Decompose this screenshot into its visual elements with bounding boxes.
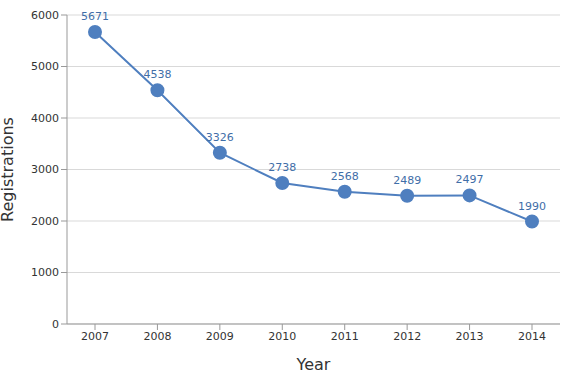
svg-text:0: 0 [52,318,59,331]
svg-text:3326: 3326 [206,131,234,144]
svg-text:5671: 5671 [81,10,109,23]
svg-text:2013: 2013 [456,330,484,343]
svg-text:2568: 2568 [331,170,359,183]
svg-text:2007: 2007 [81,330,109,343]
svg-text:2009: 2009 [206,330,234,343]
svg-text:4538: 4538 [143,68,171,81]
svg-text:5000: 5000 [31,60,59,73]
svg-text:2738: 2738 [268,161,296,174]
svg-text:3000: 3000 [31,163,59,176]
svg-text:1000: 1000 [31,266,59,279]
svg-text:2010: 2010 [268,330,296,343]
svg-text:6000: 6000 [31,9,59,22]
svg-text:2497: 2497 [456,173,484,186]
svg-text:2014: 2014 [518,330,546,343]
svg-text:2011: 2011 [331,330,359,343]
svg-text:1990: 1990 [518,200,546,213]
svg-text:2489: 2489 [393,174,421,187]
svg-text:2008: 2008 [143,330,171,343]
svg-text:Registrations: Registrations [8,117,17,222]
svg-text:2012: 2012 [393,330,421,343]
svg-text:Year: Year [296,355,331,374]
svg-text:4000: 4000 [31,112,59,125]
svg-text:2000: 2000 [31,215,59,228]
